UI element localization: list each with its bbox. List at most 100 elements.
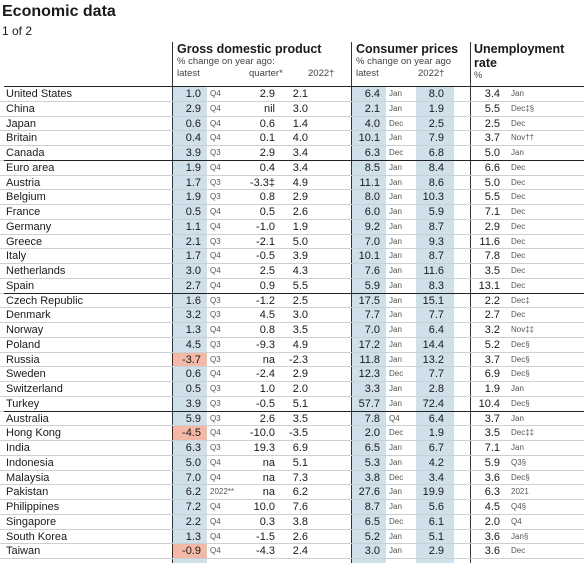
cpi-latest-cell: 6.4: [364, 88, 380, 100]
page-title: Economic data: [2, 3, 116, 20]
unemployment-cell: 5.2: [484, 338, 500, 351]
gdp-2022-cell: 2.0: [292, 383, 308, 395]
gdp-quarter-label: quarter*: [249, 68, 283, 79]
country-cell: Greece: [6, 235, 43, 248]
gdp-2022-cell: 1.4: [292, 117, 308, 130]
cpi-2022-cell: 8.4: [428, 161, 444, 174]
cpi-2022-cell: 19.9: [422, 486, 444, 499]
unemployment-period-cell: Dec: [511, 236, 526, 246]
country-cell: Australia: [6, 412, 49, 425]
gdp-latest-cell: -4.5: [182, 427, 201, 440]
table-row: Singapore 2.2 Q4 0.3 3.8 6.5 Dec 6.1 2.0 Q4: [0, 515, 584, 530]
gdp-quarter-cell: 1.0: [259, 383, 275, 395]
gdp-period-cell: Q4: [210, 207, 221, 216]
unemployment-period-cell: Dec: [511, 118, 526, 128]
gdp-2022-cell: 3.8: [292, 515, 308, 528]
gdp-latest-cell: 1.0: [185, 88, 201, 100]
negative-highlight: [173, 426, 207, 440]
unemployment-cell: 3.6: [484, 545, 500, 558]
table-row: Poland 4.5 Q3 -9.3 4.9 17.2 Jan 14.4 5.2 Dec§: [0, 338, 584, 353]
gdp-2022-cell: 3.5: [292, 412, 308, 425]
cpi-2022-cell: 11.6: [423, 265, 444, 277]
gdp-period-cell: Q4: [210, 516, 221, 526]
cpi-period-cell: Jan: [389, 251, 402, 261]
gdp-period-cell: Q4: [210, 103, 221, 113]
page-subtitle: 1 of 2: [2, 24, 33, 38]
cpi-2022-cell: 8.0: [428, 88, 444, 100]
table-row: Sweden 0.6 Q4 -2.4 2.9 12.3 Dec 7.7 6.9 Dec§: [0, 367, 584, 382]
gdp-period-cell: Q3: [210, 354, 221, 364]
unemployment-cell: 5.5: [484, 102, 500, 115]
gdp-2022-cell: 1.9: [292, 220, 308, 233]
gdp-2022-cell: 6.2: [292, 486, 308, 499]
gdp-header-sub: % change on year ago:: [177, 56, 275, 67]
gdp-quarter-cell: 0.8: [259, 191, 275, 204]
cpi-period-cell: Jan: [389, 280, 402, 290]
cpi-latest-cell: 7.7: [364, 309, 380, 322]
country-cell: Philippines: [6, 501, 60, 513]
gdp-latest-cell: 0.6: [185, 117, 201, 130]
cpi-period-cell: Jan: [389, 295, 402, 305]
table-row: Canada 3.9 Q3 2.9 3.4 6.3 Dec 6.8 5.0 Jan: [0, 146, 584, 161]
gdp-2022-cell: 3.0: [292, 309, 308, 322]
unemployment-cell: 7.1: [484, 442, 500, 454]
gdp-period-cell: Q4: [210, 89, 221, 98]
gdp-latest-cell: 1.7: [185, 176, 201, 189]
gdp-period-cell: Q4: [210, 251, 221, 261]
gdp-2022-cell: 2.9: [292, 368, 308, 381]
unemployment-cell: 3.4: [484, 88, 500, 100]
gdp-latest-cell: 3.0: [185, 265, 201, 277]
country-cell: Netherlands: [6, 265, 66, 277]
gdp-latest-cell: 3.9: [185, 147, 201, 159]
cpi-latest-cell: 6.5: [364, 442, 380, 454]
country-cell: Switzerland: [6, 383, 63, 395]
gdp-quarter-cell: na: [262, 456, 275, 469]
gdp-2022-cell: 5.1: [292, 397, 308, 410]
gdp-2022-cell: 7.6: [292, 501, 308, 513]
cpi-latest-cell: 8.7: [364, 501, 380, 513]
cpi-period-cell: Jan: [389, 236, 402, 246]
unemployment-period-cell: Dec: [511, 162, 526, 172]
gdp-latest-cell: 2.7: [185, 279, 201, 292]
cpi-2022-cell: 6.4: [428, 324, 444, 336]
gdp-2022-cell: 5.0: [292, 235, 308, 248]
cpi-period-cell: Jan: [389, 546, 402, 556]
cpi-period-cell: Dec: [389, 118, 404, 128]
unemployment-period-cell: Dec§: [511, 339, 530, 349]
gdp-period-cell: Q4: [210, 133, 221, 143]
gdp-period-cell: Q4: [210, 472, 221, 482]
gdp-quarter-cell: 2.6: [259, 412, 275, 425]
country-cell: Sweden: [6, 368, 46, 381]
cpi-2022-cell: 5.9: [428, 206, 444, 218]
gdp-quarter-cell: na: [262, 471, 275, 484]
group-divider: [4, 410, 584, 412]
gdp-2022-cell: 4.0: [292, 132, 308, 145]
gdp-quarter-cell: 19.3: [253, 442, 275, 454]
gdp-2022-cell: 2.6: [292, 530, 308, 543]
table-row: Spain 2.7 Q4 0.9 5.5 5.9 Jan 8.3 13.1 Dec: [0, 279, 584, 294]
cpi-period-cell: Jan: [389, 177, 402, 187]
country-cell: South Korea: [6, 530, 68, 543]
table-row: Denmark 3.2 Q3 4.5 3.0 7.7 Jan 7.7 2.7 Dec: [0, 308, 584, 323]
gdp-period-cell: Q3: [210, 236, 221, 246]
gdp-latest-cell: 5.0: [185, 456, 201, 469]
unemployment-period-cell: 2021: [511, 487, 529, 497]
gdp-2022-cell: 6.9: [292, 442, 308, 454]
country-cell: Norway: [6, 324, 44, 336]
gdp-quarter-cell: 2.9: [259, 147, 275, 159]
cpi-latest-cell: 27.6: [358, 486, 380, 499]
gdp-latest-cell: 0.5: [185, 383, 201, 395]
gdp-period-cell: Q3: [210, 177, 221, 187]
gdp-period-cell: Q4: [210, 457, 221, 467]
cpi-2022-label: 2022†: [418, 68, 445, 79]
cpi-header: Consumer prices % change on year ago lat…: [356, 42, 468, 80]
gdp-latest-cell: -3.7: [182, 353, 201, 366]
gdp-period-cell: Q4: [210, 369, 221, 379]
gdp-quarter-cell: 10.0: [253, 501, 275, 513]
cpi-2022-cell: 5.1: [428, 530, 444, 543]
gdp-period-cell: Q4: [210, 280, 221, 290]
unemployment-cell: 5.9: [484, 456, 500, 469]
unemployment-period-cell: Dec‡: [511, 295, 530, 305]
unemployment-period-cell: Nov‡‡: [511, 325, 535, 334]
cpi-period-cell: Jan: [389, 339, 402, 349]
